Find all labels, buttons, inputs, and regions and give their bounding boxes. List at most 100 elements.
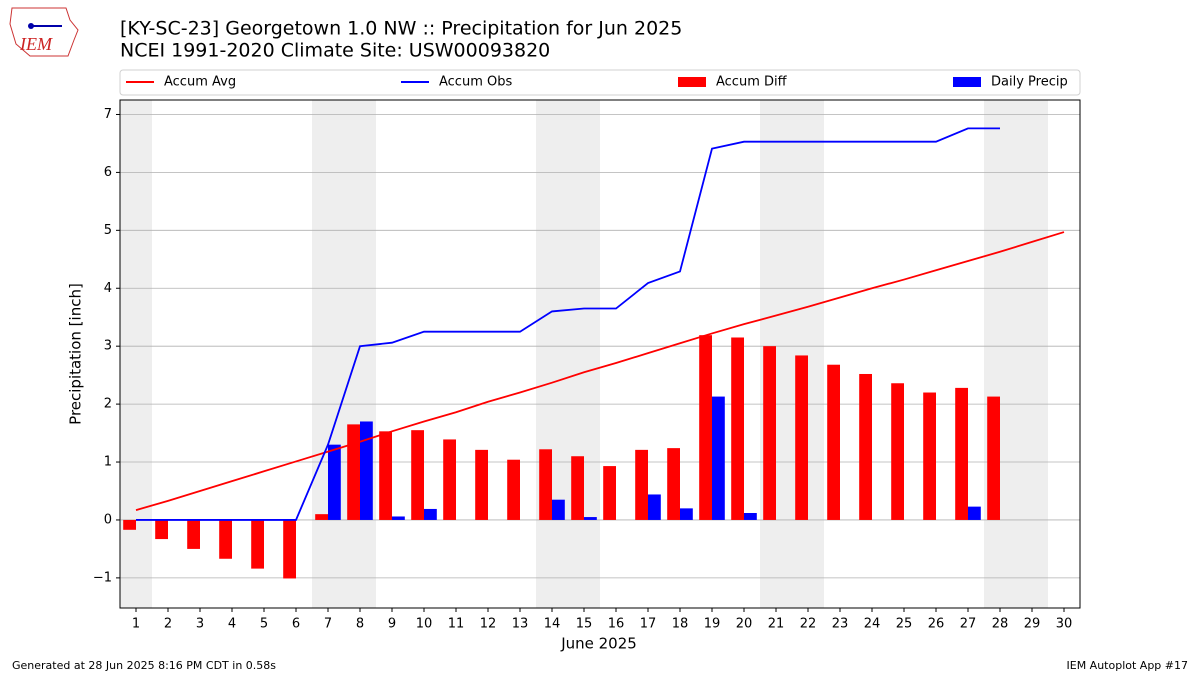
bar [187, 519, 200, 549]
y-tick-label: 3 [104, 339, 112, 354]
bar [968, 506, 981, 520]
x-tick-label: 20 [736, 617, 753, 632]
x-tick-label: 29 [1024, 617, 1041, 632]
y-tick-label: 1 [104, 455, 112, 470]
weekend-shade [120, 100, 152, 608]
x-tick-label: 22 [800, 617, 817, 632]
plot-frame [119, 99, 1081, 609]
line [136, 127, 1000, 521]
x-tick-label: 6 [292, 617, 300, 632]
x-tick-label: 18 [672, 617, 689, 632]
bar [379, 431, 392, 520]
x-tick-label: 24 [864, 617, 881, 632]
bar [552, 499, 565, 520]
legend-label: Daily Precip [991, 75, 1068, 90]
chart-title: [KY-SC-23] Georgetown 1.0 NW :: Precipit… [120, 18, 682, 40]
x-tick-label: 11 [448, 617, 465, 632]
y-axis-label: Precipitation [inch] [67, 283, 85, 425]
bar [603, 466, 616, 520]
bar [571, 456, 584, 520]
y-tick-label: 2 [104, 397, 112, 412]
x-tick-label: 30 [1056, 617, 1073, 632]
bar [744, 513, 757, 520]
footer-left: Generated at 28 Jun 2025 8:16 PM CDT in … [12, 659, 276, 672]
bar [584, 517, 597, 520]
x-tick-label: 28 [992, 617, 1009, 632]
x-tick-label: 16 [608, 617, 625, 632]
weekend-shade [536, 100, 568, 608]
bar [955, 387, 968, 520]
x-tick-label: 10 [416, 617, 433, 632]
y-tick-label: 0 [104, 512, 112, 527]
x-tick-label: 19 [704, 617, 721, 632]
y-tick-label: 5 [104, 223, 112, 238]
bar [475, 449, 488, 520]
bar [347, 424, 360, 520]
x-axis-label: June 2025 [560, 635, 637, 653]
bar [315, 514, 328, 520]
bar [251, 519, 264, 569]
y-tick-label: 7 [104, 107, 112, 122]
bar [411, 430, 424, 520]
x-tick-label: 27 [960, 617, 977, 632]
bar [507, 459, 520, 520]
x-tick-label: 25 [896, 617, 913, 632]
bar [539, 449, 552, 520]
x-tick-label: 13 [512, 617, 529, 632]
bar [392, 516, 405, 520]
bar [923, 392, 936, 520]
x-tick-label: 14 [544, 617, 561, 632]
bar [680, 508, 693, 520]
bar [219, 519, 232, 559]
x-tick-label: 15 [576, 617, 593, 632]
legend-label: Accum Obs [439, 75, 512, 90]
weekend-shade [792, 100, 824, 608]
y-tick-label: −1 [93, 570, 112, 585]
bar [123, 519, 136, 530]
bar [155, 519, 168, 540]
footer-right: IEM Autoplot App #17 [1067, 659, 1189, 672]
bar [763, 346, 776, 520]
bar [731, 337, 744, 520]
legend-swatch [678, 77, 706, 87]
legend-label: Accum Avg [164, 75, 236, 90]
bar [667, 448, 680, 520]
weekend-shade [344, 100, 376, 608]
bar [283, 519, 296, 579]
x-tick-label: 9 [388, 617, 396, 632]
x-tick-label: 1 [132, 617, 140, 632]
legend-box [119, 69, 1081, 96]
bar [424, 508, 437, 520]
x-tick-label: 2 [164, 617, 172, 632]
bar [360, 421, 373, 520]
weekend-shade [984, 100, 1016, 608]
y-tick-label: 6 [104, 165, 112, 180]
x-tick-label: 5 [260, 617, 268, 632]
y-tick-label: 4 [104, 281, 112, 296]
x-tick-label: 7 [324, 617, 332, 632]
logo-text: IEM [19, 34, 53, 54]
bar [987, 396, 1000, 520]
weekend-shade [312, 100, 344, 608]
x-tick-label: 21 [768, 617, 785, 632]
chart-subtitle: NCEI 1991-2020 Climate Site: USW00093820 [120, 40, 550, 62]
legend: Accum Avg Accum Obs Accum Diff Daily Precip [119, 69, 1081, 96]
bar [699, 335, 712, 520]
x-tick-label: 17 [640, 617, 657, 632]
bar [635, 449, 648, 520]
bar [795, 355, 808, 520]
legend-label: Accum Diff [716, 75, 788, 90]
weekend-shade [568, 100, 600, 608]
x-tick-label: 4 [228, 617, 236, 632]
bar [648, 494, 661, 520]
line [135, 231, 1065, 511]
weekend-shade [1016, 100, 1048, 608]
bar [859, 373, 872, 520]
x-tick-label: 8 [356, 617, 364, 632]
x-tick-label: 12 [480, 617, 497, 632]
logo: IEM [9, 7, 79, 57]
legend-swatch [953, 77, 981, 87]
bar [891, 383, 904, 520]
